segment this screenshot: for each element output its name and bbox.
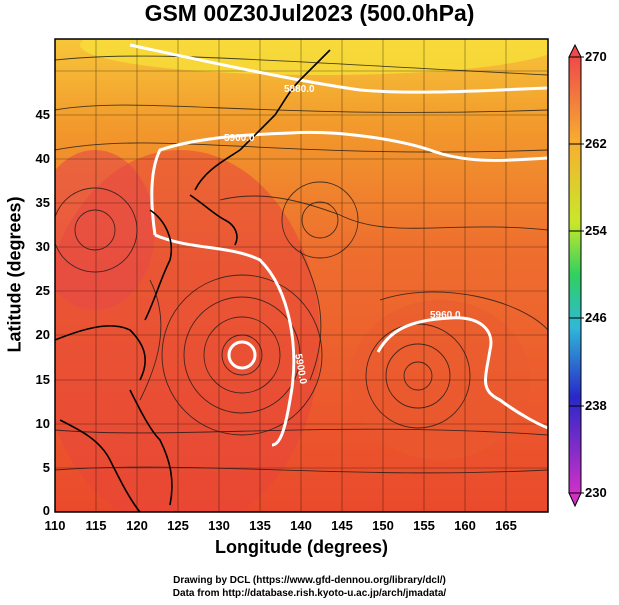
x-tick-label: 145	[331, 518, 353, 533]
y-tick-label: 45	[35, 107, 50, 122]
y-tick-label: 0	[42, 503, 50, 518]
x-tick-label: 125	[167, 518, 189, 533]
credit-data: Data from http://database.rish.kyoto-u.a…	[172, 588, 447, 599]
y-tick-label: 25	[35, 283, 50, 298]
coastline	[55, 49, 331, 512]
streamlines	[55, 55, 548, 474]
colorbar-tick-label: 254	[585, 223, 607, 238]
credit-drawing: Drawing by DCL (https://www.gfd-dennou.o…	[173, 575, 446, 586]
y-tick-label: 35	[35, 195, 50, 210]
x-tick-label: 160	[454, 518, 476, 533]
x-axis-label: Longitude (degrees)	[214, 537, 388, 557]
x-tick-label: 130	[208, 518, 230, 533]
y-tick-label: 30	[35, 239, 50, 254]
colorbar-tick-label: 230	[585, 485, 607, 500]
colorbar-tick-label: 270	[585, 49, 607, 64]
x-tick-label: 135	[249, 518, 271, 533]
y-tick-label: 15	[35, 372, 50, 387]
x-tick-label: 120	[126, 518, 148, 533]
grid-lines	[55, 39, 548, 512]
colorbar	[568, 43, 584, 508]
y-tick-label: 40	[35, 151, 50, 166]
warm-region	[55, 150, 155, 310]
y-tick-label: 5	[42, 460, 50, 475]
colorbar-tick-label: 262	[585, 136, 607, 151]
contour-label: 5960.0	[430, 310, 461, 321]
height-contours	[129, 43, 548, 447]
plot-frame	[54, 38, 549, 513]
plot-title: GSM 00Z30Jul2023 (500.0hPa)	[144, 0, 475, 26]
x-tick-label: 115	[85, 518, 107, 533]
contour-label: 5900.0	[292, 353, 308, 385]
x-tick-label: 150	[372, 518, 394, 533]
colorbar-tick-label: 246	[585, 310, 607, 325]
contour-label: 5900.0	[224, 133, 255, 144]
x-tick-label: 155	[413, 518, 435, 533]
y-tick-label: 20	[35, 327, 50, 342]
yellow-band	[80, 39, 548, 75]
x-tick-label: 165	[495, 518, 517, 533]
x-tick-label: 110	[44, 518, 66, 533]
y-tick-label: 10	[35, 416, 50, 431]
x-tick-label: 140	[290, 518, 312, 533]
y-axis-label: Latitude (degrees)	[4, 196, 25, 353]
colorbar-tick-label: 238	[585, 398, 607, 413]
cyclone-vortex	[161, 274, 323, 436]
eddy-vortex	[55, 181, 471, 429]
contour-label: 5880.0	[284, 84, 315, 95]
